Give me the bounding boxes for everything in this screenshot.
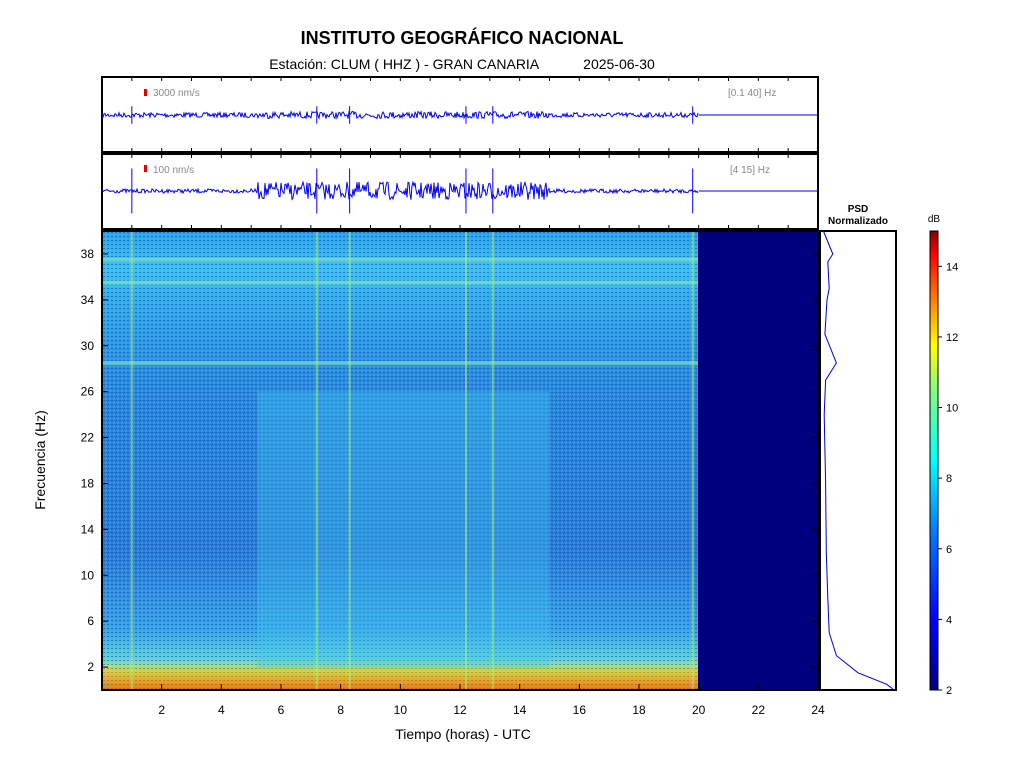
- psd-title: PSD: [848, 204, 869, 215]
- psd-panel: PSD Normalizado: [819, 204, 897, 691]
- transient-line: [464, 231, 467, 690]
- spectrogram-texture: [102, 231, 698, 690]
- x-tick-label: 16: [573, 703, 587, 717]
- trace-panel-broadband: 3000 nm/s [0.1 40] Hz: [101, 76, 819, 153]
- x-tick-label: 24: [811, 703, 825, 717]
- transient-line: [491, 231, 494, 690]
- psd-frame: [819, 230, 897, 691]
- colorbar-tick-label: 12: [946, 332, 958, 344]
- colorbar-tick-label: 6: [946, 544, 952, 556]
- chart-subtitle: Estación: CLUM ( HHZ ) - GRAN CANARIA 202…: [0, 56, 924, 72]
- active-period: [257, 391, 550, 668]
- psd-curve: [822, 230, 895, 691]
- y-tick-label: 10: [81, 568, 95, 582]
- spectrogram: 2 4 6 8 10 12 14 16 18 20 22 24 261014182226303438 …: [32, 230, 825, 742]
- colorbar-tick-label: 4: [946, 614, 952, 626]
- colorbar: dB 2 4 6 8 10 12 14: [928, 214, 958, 697]
- low-frequency-band: [102, 667, 699, 690]
- y-tick-label: 22: [81, 431, 95, 445]
- no-data-region: [698, 231, 818, 690]
- colorbar-tick-label: 10: [946, 403, 958, 415]
- y-tick-label: 30: [81, 339, 95, 353]
- station-name: CLUM ( HHZ ) - GRAN CANARIA: [330, 56, 540, 72]
- x-tick-label: 8: [337, 703, 344, 717]
- x-tick-label: 20: [692, 703, 706, 717]
- trace-scale-label: 100 nm/s: [153, 165, 194, 176]
- date-label: 2025-06-30: [583, 56, 655, 72]
- transient-line: [315, 231, 318, 690]
- y-tick-label: 38: [81, 247, 95, 261]
- spectral-line: [102, 280, 699, 285]
- chart-title: INSTITUTO GEOGRÁFICO NACIONAL: [300, 28, 624, 48]
- spectrogram-features: [102, 231, 699, 690]
- x-axis: 2 4 6 8 10 12 14 16 18 20 22 24: [158, 684, 825, 717]
- trace-waveform-broadband: [101, 106, 818, 124]
- scale-marker: [144, 165, 147, 172]
- colorbar-ticks: 2 4 6 8 10 12 14: [938, 261, 958, 697]
- trace-band-label: [0.1 40] Hz: [728, 88, 776, 99]
- waveform-line: [101, 109, 699, 120]
- transient-line: [130, 231, 133, 690]
- spectral-line: [102, 360, 699, 365]
- y-axis-label: Frecuencia (Hz): [32, 410, 48, 510]
- x-tick-label: 12: [453, 703, 467, 717]
- colorbar-tick-label: 8: [946, 473, 952, 485]
- x-tick-label: 14: [513, 703, 527, 717]
- trace-ticks: [131, 154, 789, 229]
- x-tick-label: 4: [218, 703, 225, 717]
- scale-marker: [144, 89, 147, 96]
- y-tick-label: 6: [87, 614, 94, 628]
- transient-line: [348, 231, 351, 690]
- x-tick-label: 6: [278, 703, 285, 717]
- colorbar-gradient: [929, 230, 939, 691]
- transient-line: [691, 231, 694, 690]
- trace-ticks: [131, 77, 789, 152]
- x-tick-label: 18: [632, 703, 646, 717]
- y-tick-label: 14: [81, 522, 95, 536]
- trace-band-label: [4 15] Hz: [730, 165, 770, 176]
- x-tick-label: 22: [752, 703, 766, 717]
- trace-panel-filtered: 100 nm/s [4 15] Hz: [101, 153, 819, 230]
- x-tick-label: 10: [394, 703, 408, 717]
- trace-scale-label: 3000 nm/s: [153, 88, 200, 99]
- colorbar-unit: dB: [928, 214, 941, 225]
- y-tick-label: 18: [81, 476, 95, 490]
- x-tick-label: 2: [158, 703, 165, 717]
- colorbar-tick-label: 14: [946, 261, 958, 273]
- waveform-line: [101, 180, 699, 201]
- station-label: Estación:: [269, 56, 327, 72]
- y-tick-label: 34: [81, 293, 95, 307]
- spectral-line: [102, 257, 699, 262]
- y-tick-label: 2: [87, 660, 94, 674]
- y-tick-label: 26: [81, 385, 95, 399]
- colorbar-tick-label: 2: [946, 685, 952, 697]
- psd-subtitle: Normalizado: [828, 216, 888, 227]
- x-axis-label: Tiempo (horas) - UTC: [395, 726, 531, 742]
- trace-waveform-filtered: [101, 168, 818, 214]
